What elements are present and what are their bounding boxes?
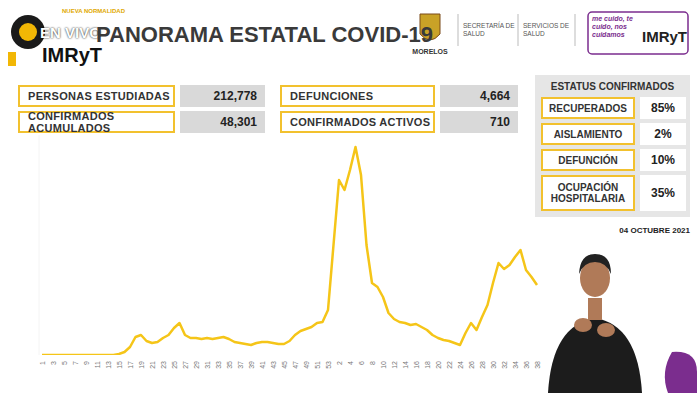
x-tick-label: 43 [270,361,277,369]
x-tick-label: 8 [369,361,376,365]
hand [574,318,592,332]
stat-label: CONFIRMADOS ACUMULADOS [18,111,175,133]
x-tick-label: 9 [83,361,90,365]
x-tick-label: 6 [358,361,365,365]
stat-value: 212,778 [180,85,265,107]
x-tick-label: 22 [446,361,453,369]
badge: NUEVA NORMALIDAD [62,8,125,14]
corner-logo [665,352,697,393]
status-label: AISLAMIENTO [541,123,635,145]
stat-value: 48,301 [180,111,265,133]
status-panel [535,75,690,217]
x-tick-label: 34 [512,361,519,369]
x-tick-label: 4 [347,361,354,365]
plot [42,147,537,355]
title: PANORAMA ESTATAL COVID-19 [96,22,433,48]
status-value: 10% [640,149,686,171]
campaign-text: me cuido, te cuido, nos cuidamos [592,15,644,39]
status-value: 2% [640,123,686,145]
hair [579,254,611,274]
stat-label: DEFUNCIONES [280,85,435,107]
date: 04 OCTUBRE 2021 [560,226,690,235]
status-value: 85% [640,97,686,119]
x-tick-label: 32 [501,361,508,369]
divider [575,14,576,46]
x-tick-label: 26 [468,361,475,369]
x-tick-label: 45 [281,361,288,369]
state-name: MORELOS [410,48,450,55]
x-tick-label: 23 [160,361,167,369]
x-tick-label: 29 [193,361,200,369]
x-tick-label: 30 [490,361,497,369]
x-tick-label: 25 [171,361,178,369]
logo-text: SECRETARÍA DE SALUD [463,22,515,38]
x-tick-label: 37 [237,361,244,369]
x-tick-label: 31 [204,361,211,369]
status-label: DEFUNCIÓN [541,149,635,171]
stat-value: 710 [440,111,518,133]
divider [458,14,459,46]
x-tick-label: 33 [215,361,222,369]
x-tick-label: 5 [61,361,68,365]
status-label: OCUPACIÓN HOSPITALARIA [541,175,635,211]
x-tick-label: 49 [303,361,310,369]
neck [588,298,602,320]
x-tick-label: 11 [94,361,101,368]
logo-text: SERVICIOS DE SALUD [523,22,575,38]
x-tick-label: 1 [39,361,46,365]
x-tick-label: 20 [435,361,442,369]
logo-bar [8,52,16,66]
x-tick-label: 47 [292,361,299,369]
y-axis [39,135,40,355]
x-tick-label: 18 [424,361,431,369]
x-tick-label: 36 [523,361,530,369]
x-tick-label: 27 [182,361,189,369]
stat-label: CONFIRMADOS ACTIVOS [280,111,435,133]
series-line [42,147,537,355]
live-text: EN VIVO [40,24,101,41]
divider [518,14,519,46]
campaign-box [588,12,688,54]
status-value: 35% [640,175,686,211]
x-tick-label: 39 [248,361,255,369]
campaign-brand: IMRyT [642,28,687,45]
x-tick-label: 7 [72,361,79,365]
x-tick-label: 2 [336,361,343,365]
logo-circle [11,15,45,49]
x-tick-label: 41 [259,361,266,369]
body [548,318,642,393]
x-tick-label: 17 [127,361,134,369]
stat-value: 4,664 [440,85,518,107]
stat-label: PERSONAS ESTUDIADAS [18,85,175,107]
x-tick-label: 16 [413,361,420,369]
logo-sun [19,23,37,41]
x-tick-label: 21 [149,361,156,369]
x-tick-label: 3 [50,361,57,365]
interpreter [548,254,642,393]
x-tick-label: 24 [457,361,464,369]
x-tick-label: 15 [116,361,123,369]
status-title: ESTATUS CONFIRMADOS [535,81,690,92]
x-tick-label: 53 [325,361,332,369]
x-tick-label: 12 [391,361,398,369]
x-tick-label: 51 [314,361,321,369]
x-tick-label: 14 [402,361,409,369]
channel: IMRyT [42,44,102,67]
x-tick-label: 38 [534,361,541,369]
status-label: RECUPERADOS [541,97,635,119]
x-tick-label: 28 [479,361,486,369]
hand [597,323,615,337]
dashboard: 1357911131517192123252729313335373941434… [0,0,697,393]
x-tick-label: 13 [105,361,112,369]
x-tick-label: 10 [380,361,387,369]
x-tick-label: 35 [226,361,233,369]
x-tick-label: 19 [138,361,145,369]
